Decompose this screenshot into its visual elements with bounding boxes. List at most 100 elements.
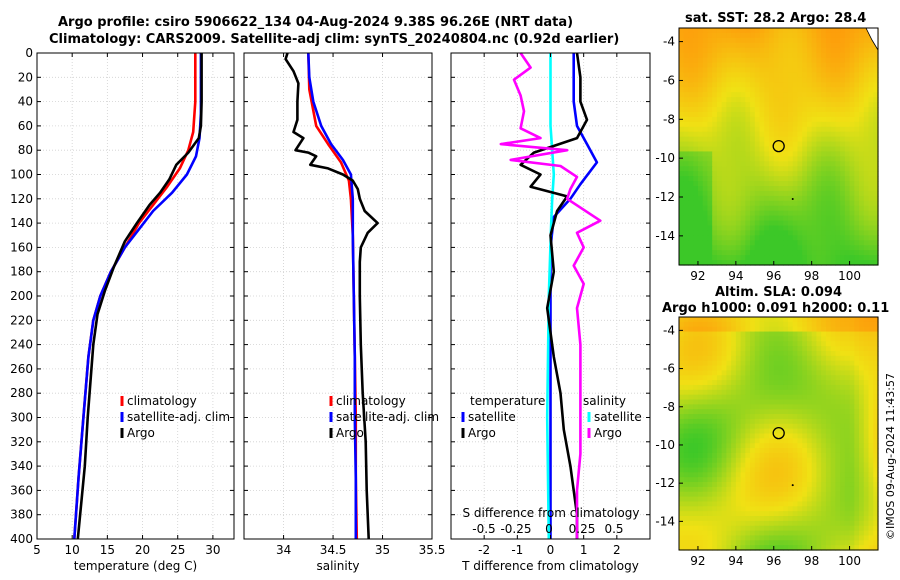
map-cell [754, 57, 761, 64]
map-cell [792, 482, 799, 488]
map-cell [854, 491, 860, 498]
map-cell [802, 42, 808, 49]
map-cell [693, 52, 699, 59]
map-cell [693, 321, 699, 328]
legend-salinity-panel-label: Argo [336, 426, 364, 440]
map-cell [769, 404, 775, 410]
map-cell [844, 111, 851, 118]
map-cell [825, 370, 832, 376]
map-cell [787, 370, 794, 376]
map-cell [707, 146, 713, 153]
map-cell [716, 181, 723, 187]
map-cell [844, 418, 851, 425]
map-cell [759, 136, 765, 143]
map-cell [840, 161, 846, 167]
map-cell [688, 151, 694, 157]
map-cell [844, 225, 851, 232]
argo-track-point [791, 197, 794, 200]
map-cell [754, 482, 761, 488]
map-cell [773, 443, 780, 449]
map-cell [849, 210, 855, 217]
x-tick-label: 25 [170, 543, 185, 557]
map-cell [707, 516, 713, 522]
map-cell [769, 428, 775, 435]
map-cell [854, 384, 860, 391]
map-cell [735, 438, 742, 444]
map-cell [783, 457, 789, 464]
map-cell [859, 37, 865, 44]
map-cell [683, 136, 690, 143]
map-cell [802, 443, 808, 449]
map-cell [863, 126, 870, 133]
map-cell [835, 365, 841, 371]
map-cell [840, 462, 846, 469]
map-cell [816, 28, 822, 34]
map-cell [830, 394, 836, 401]
map-cell [806, 482, 813, 488]
y-tick-label: 260 [10, 362, 33, 376]
map-cell [716, 321, 723, 328]
map-cell [863, 346, 870, 352]
map-cell [811, 341, 818, 347]
map-cell [840, 131, 846, 138]
map-cell [745, 423, 751, 430]
map-cell [773, 545, 780, 551]
map-cell [840, 235, 846, 241]
map-cell [802, 365, 808, 371]
map-cell [806, 409, 813, 415]
map-cell [754, 186, 761, 192]
map-cell [721, 438, 727, 444]
map-cell [830, 516, 836, 522]
map-cell [773, 384, 780, 391]
map-cell [821, 350, 827, 357]
map-cell [754, 472, 761, 478]
map-cell [868, 47, 874, 54]
map-cell [750, 210, 756, 217]
map-cell [849, 116, 855, 123]
map-cell [840, 501, 846, 507]
map-cell [787, 448, 794, 454]
map-cell [773, 491, 780, 498]
map-cell [735, 37, 742, 44]
y-tick-label: 120 [10, 192, 33, 206]
x-axis-label: salinity [316, 559, 359, 573]
map-cell [806, 146, 813, 153]
map-cell [754, 77, 761, 83]
map-cell [783, 67, 789, 74]
map-cell [731, 472, 737, 478]
map-cell [731, 530, 737, 537]
map-cell [825, 111, 832, 118]
map-cell [863, 452, 870, 459]
map-cell [721, 404, 727, 410]
map-cell [702, 195, 709, 202]
map-cell [821, 491, 827, 498]
map-cell [844, 200, 851, 207]
map-cell [797, 433, 803, 439]
map-cell [740, 181, 746, 187]
map-cell [702, 82, 709, 88]
map-cell [840, 240, 846, 246]
map-cell [844, 501, 851, 507]
map-cell [764, 384, 770, 391]
map-cell [816, 97, 822, 103]
map-cell [802, 245, 808, 251]
map-cell [821, 97, 827, 103]
map-cell [854, 496, 860, 503]
map-cell [726, 477, 732, 483]
map-cell [764, 42, 770, 49]
map-cell [797, 200, 803, 207]
map-cell [721, 37, 727, 44]
map-cell [759, 336, 765, 342]
map-cell [816, 438, 822, 444]
map-cell [840, 511, 846, 517]
map-cell [697, 520, 704, 527]
map-cell [769, 121, 775, 128]
map-cell [825, 520, 832, 527]
map-cell [721, 389, 727, 396]
map-cell [688, 404, 694, 410]
map-cell [721, 151, 727, 157]
map-cell [773, 423, 780, 430]
map-cell [792, 111, 799, 118]
map-cell [854, 190, 860, 197]
map-cell [802, 92, 808, 98]
